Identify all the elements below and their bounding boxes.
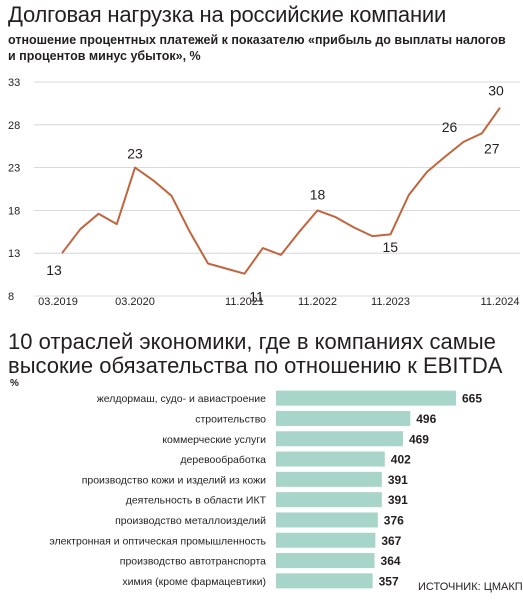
bar: [276, 512, 378, 528]
bar-value-label: 364: [381, 554, 401, 568]
bar: [276, 471, 382, 487]
bar: [276, 410, 411, 426]
x-tick-label: 11.2021: [225, 296, 264, 308]
bar-chart-title: 10 отраслей экономики, где в компаниях с…: [8, 329, 503, 378]
bar-category-label: производство металлоизделий: [115, 515, 266, 527]
series-line: [61, 107, 501, 275]
bar-category-label: строительство: [195, 413, 266, 425]
bar-value-label: 469: [409, 432, 429, 446]
bar: [276, 553, 375, 569]
bar-category-label: электронная и оптическая промышленность: [49, 535, 266, 547]
bar-category-label: деятельность в области ИКТ: [126, 495, 267, 507]
data-label: 27: [484, 140, 500, 156]
y-tick-label: 33: [8, 77, 20, 89]
y-tick-label: 28: [8, 120, 20, 132]
bar: [276, 532, 376, 548]
x-tick-label: 11.2024: [481, 296, 520, 308]
data-label: 11: [249, 289, 264, 305]
data-label: 30: [488, 83, 504, 99]
line-chart: 8 13 18 23 28 33 03.2019 03.2020 11.2021 11.2022 1…: [8, 77, 520, 308]
line-chart-subtitle: отношение процентных платежей к показате…: [8, 33, 506, 63]
bar-chart-unit: %: [10, 378, 19, 389]
bar-value-label: 357: [379, 574, 399, 588]
y-tick-label: 13: [8, 248, 20, 260]
bar-category-label: химия (кроме фармацевтики): [122, 576, 266, 588]
bar-value-label: 402: [391, 453, 411, 467]
data-label: 18: [310, 186, 326, 202]
bar: [276, 451, 385, 467]
source-note: ИСТОЧНИК: ЦМАКП: [418, 581, 523, 593]
x-tick-label: 03.2019: [38, 296, 78, 308]
bar-value-label: 391: [388, 493, 408, 507]
bar: [276, 573, 373, 589]
bar-category-label: деревообработка: [180, 454, 266, 466]
x-tick-label: 11.2022: [298, 296, 337, 308]
bar-category-label: коммерческие услуги: [162, 434, 266, 446]
x-tick-label: 11.2023: [371, 296, 410, 308]
y-tick-label: 18: [8, 205, 20, 217]
data-label: 15: [382, 239, 398, 255]
bar: [276, 431, 403, 447]
bar-value-label: 496: [416, 412, 436, 426]
y-tick-label: 8: [8, 291, 14, 303]
bar-category-label: производство кожи и изделий из кожи: [82, 474, 266, 486]
y-tick-label: 23: [8, 163, 20, 175]
bar: [276, 492, 382, 508]
x-tick-label: 03.2020: [115, 296, 155, 308]
bar-value-label: 376: [384, 513, 404, 527]
bar-value-label: 665: [462, 392, 482, 406]
bar: [276, 390, 456, 406]
bar-value-label: 367: [381, 534, 401, 548]
data-label: 23: [127, 146, 143, 162]
bar-category-label: желдормаш, судо- и авиастроение: [97, 393, 266, 405]
data-label: 26: [442, 119, 458, 135]
bar-category-label: производство автотранспорта: [120, 556, 266, 568]
bar-value-label: 391: [388, 473, 408, 487]
line-chart-title: Долговая нагрузка на российские компании: [8, 2, 447, 27]
data-label: 13: [46, 262, 62, 278]
